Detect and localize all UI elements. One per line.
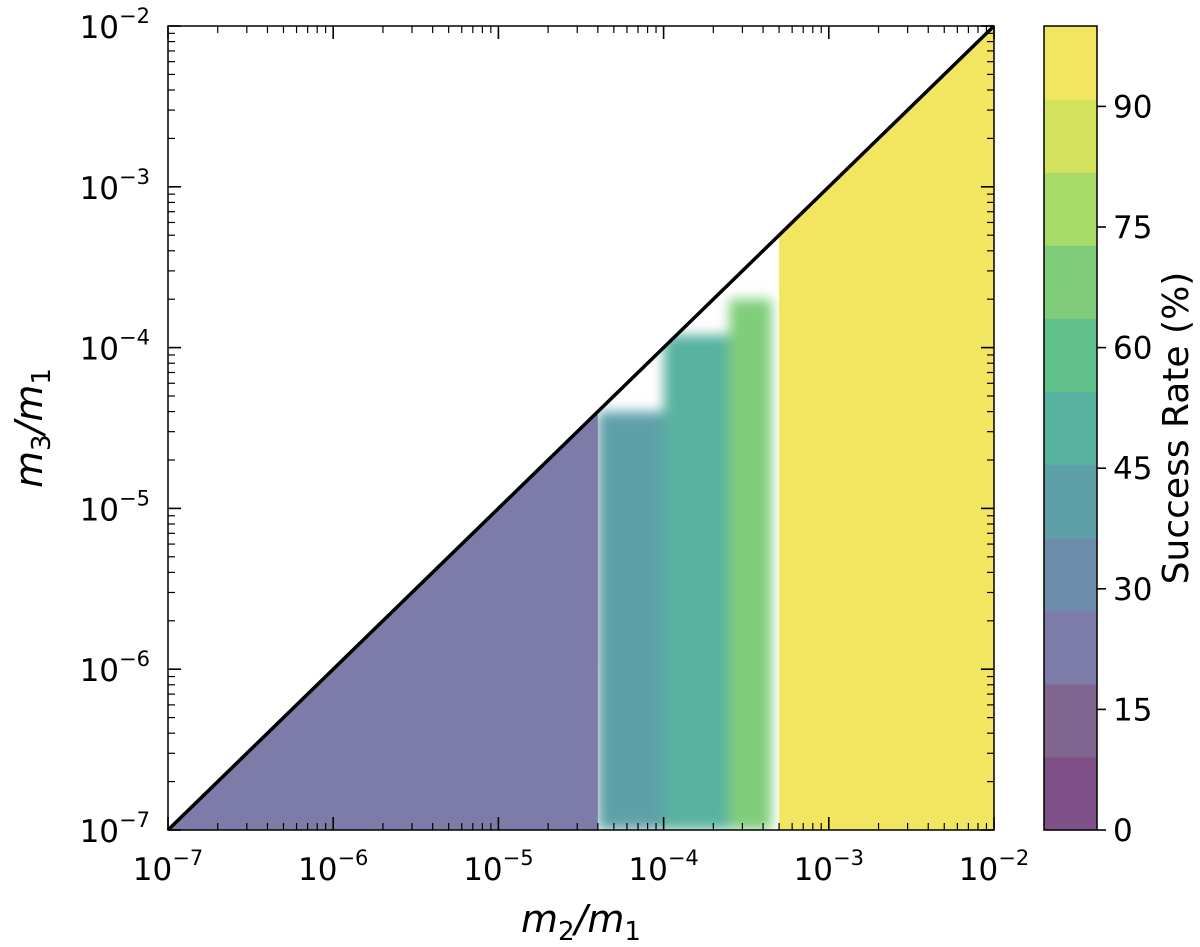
colorbar-tick-label: 75 [1113,210,1152,246]
colorbar-tick-label: 45 [1113,451,1152,487]
x-axis-ticks: 10−7 10−6 10−5 10−4 10−3 10−2 [133,26,1029,888]
x-tick-label: 10−7 [133,846,203,888]
x-tick-label: 10−2 [959,846,1029,888]
colorbar-band [1044,245,1097,319]
heatmap-region [168,26,598,830]
colorbar-band [1044,26,1097,100]
colorbar-band [1044,172,1097,246]
colorbar-band [1044,537,1097,612]
colorbar-band [1044,756,1097,831]
colorbar-band [1044,99,1097,173]
diagonal-line [166,24,996,832]
y-tick-label: 10−4 [80,326,150,368]
colorbar-tick-label: 60 [1113,331,1152,367]
y-tick-label: 10−2 [80,4,150,46]
colorbar-label: Success Rate (%) [1156,272,1197,585]
heatmap-region [779,26,994,830]
colorbar-band [1044,464,1097,539]
x-tick-label: 10−3 [794,846,864,888]
colorbar-band [1044,610,1097,685]
x-tick-label: 10−5 [463,846,533,888]
x-tick-label: 10−4 [628,846,698,888]
colorbar-tick-label: 0 [1113,813,1133,849]
colorbar-tick-label: 15 [1113,692,1152,728]
heatmap-region [663,334,730,830]
x-axis-label: m2/m1 [521,897,641,947]
colorbar: 0 15 30 45 60 75 90 [1043,25,1152,849]
colorbar-tick-label: 90 [1113,89,1152,125]
colorbar-band [1044,391,1097,466]
heatmap-region [597,411,677,830]
plot-frame [167,25,995,831]
y-tick-label: 10−6 [80,647,150,689]
y-tick-label: 10−5 [80,486,150,528]
y-tick-label: 10−3 [80,165,150,207]
y-tick-label: 10−7 [80,808,150,850]
colorbar-band [1044,683,1097,758]
colorbar-band [1044,318,1097,393]
colorbar-frame [1043,25,1098,831]
heatmap-region [729,299,772,830]
y-axis-ticks: 10−7 10−6 10−5 10−4 10−3 10−2 [80,4,994,850]
y-axis-label: m3/m1 [7,368,57,488]
x-tick-label: 10−6 [298,846,368,888]
colorbar-tick-label: 30 [1113,572,1152,608]
